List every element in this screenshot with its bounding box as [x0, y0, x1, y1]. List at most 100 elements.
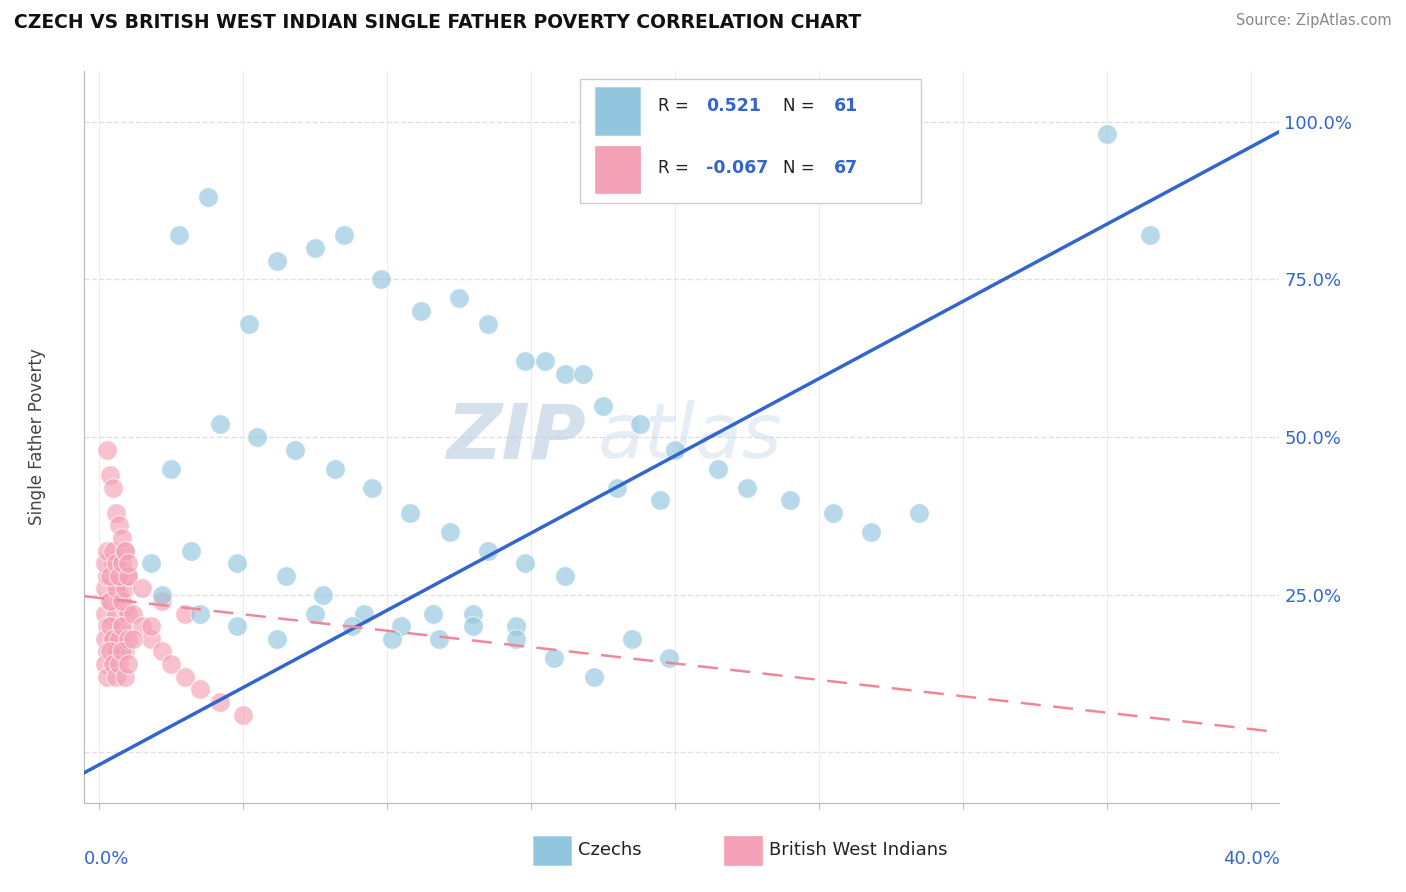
Point [389, 619, 412, 633]
Point [592, 399, 614, 413]
Point [139, 619, 162, 633]
Point [323, 461, 346, 475]
Point [908, 506, 931, 520]
Point [463, 619, 485, 633]
Text: 67: 67 [834, 159, 858, 178]
Point [96, 670, 118, 684]
Point [96, 442, 118, 457]
Point [370, 272, 392, 286]
Text: Single Father Poverty: Single Father Poverty [28, 349, 45, 525]
Point [98, 594, 121, 608]
Point [108, 632, 131, 646]
Point [513, 354, 536, 368]
Point [108, 569, 131, 583]
Point [180, 543, 202, 558]
Text: R =: R = [658, 159, 695, 178]
Point [101, 657, 124, 671]
Point [114, 543, 136, 558]
Point [463, 607, 485, 621]
Point [169, 228, 191, 243]
Point [238, 317, 260, 331]
Text: R =: R = [658, 97, 695, 115]
Point [131, 619, 153, 633]
Point [1139, 228, 1161, 243]
Point [505, 632, 527, 646]
Point [93, 632, 115, 646]
Point [139, 556, 162, 570]
Point [105, 506, 128, 520]
Text: 0.521: 0.521 [706, 97, 761, 115]
Point [571, 367, 593, 381]
Point [312, 588, 335, 602]
Point [197, 190, 219, 204]
Point [108, 518, 131, 533]
Point [111, 619, 134, 633]
Point [105, 582, 128, 596]
Point [93, 657, 115, 671]
Point [664, 442, 686, 457]
Text: N =: N = [783, 97, 820, 115]
Point [735, 481, 758, 495]
Text: British West Indians: British West Indians [769, 841, 948, 859]
Point [226, 619, 249, 633]
Point [284, 442, 307, 457]
Point [266, 253, 288, 268]
Point [554, 367, 576, 381]
Point [505, 619, 527, 633]
Point [477, 317, 499, 331]
Point [150, 588, 173, 602]
Point [93, 582, 115, 596]
FancyBboxPatch shape [533, 836, 571, 865]
Point [139, 632, 162, 646]
Point [650, 493, 672, 508]
Point [174, 670, 197, 684]
Point [96, 569, 118, 583]
Point [105, 670, 128, 684]
Point [105, 556, 128, 570]
Point [381, 632, 404, 646]
Point [159, 657, 181, 671]
Point [111, 556, 134, 570]
FancyBboxPatch shape [595, 145, 640, 193]
Point [101, 632, 124, 646]
Text: Source: ZipAtlas.com: Source: ZipAtlas.com [1236, 13, 1392, 29]
Point [117, 632, 139, 646]
Point [422, 607, 444, 621]
FancyBboxPatch shape [724, 836, 762, 865]
Point [554, 569, 576, 583]
Point [122, 632, 145, 646]
Point [111, 594, 134, 608]
Point [439, 524, 461, 539]
Point [411, 304, 433, 318]
Point [232, 707, 254, 722]
Text: N =: N = [783, 159, 820, 178]
Point [117, 607, 139, 621]
Text: atlas: atlas [599, 401, 783, 474]
Point [208, 417, 231, 432]
Point [105, 607, 128, 621]
Point [114, 582, 136, 596]
Point [105, 644, 128, 658]
Point [447, 291, 470, 305]
Point [117, 657, 139, 671]
Point [131, 582, 153, 596]
Text: CZECH VS BRITISH WEST INDIAN SINGLE FATHER POVERTY CORRELATION CHART: CZECH VS BRITISH WEST INDIAN SINGLE FATH… [14, 13, 862, 32]
Point [114, 600, 136, 615]
Text: Czechs: Czechs [578, 841, 641, 859]
Point [117, 569, 139, 583]
Point [122, 607, 145, 621]
Point [304, 607, 326, 621]
Point [93, 607, 115, 621]
Point [628, 417, 651, 432]
Point [159, 461, 181, 475]
Point [620, 632, 643, 646]
Point [98, 569, 121, 583]
Point [101, 481, 124, 495]
Text: 0.0%: 0.0% [84, 850, 129, 868]
Point [246, 430, 269, 444]
Point [340, 619, 363, 633]
Point [859, 524, 882, 539]
Point [98, 619, 121, 633]
Point [114, 543, 136, 558]
Point [779, 493, 801, 508]
